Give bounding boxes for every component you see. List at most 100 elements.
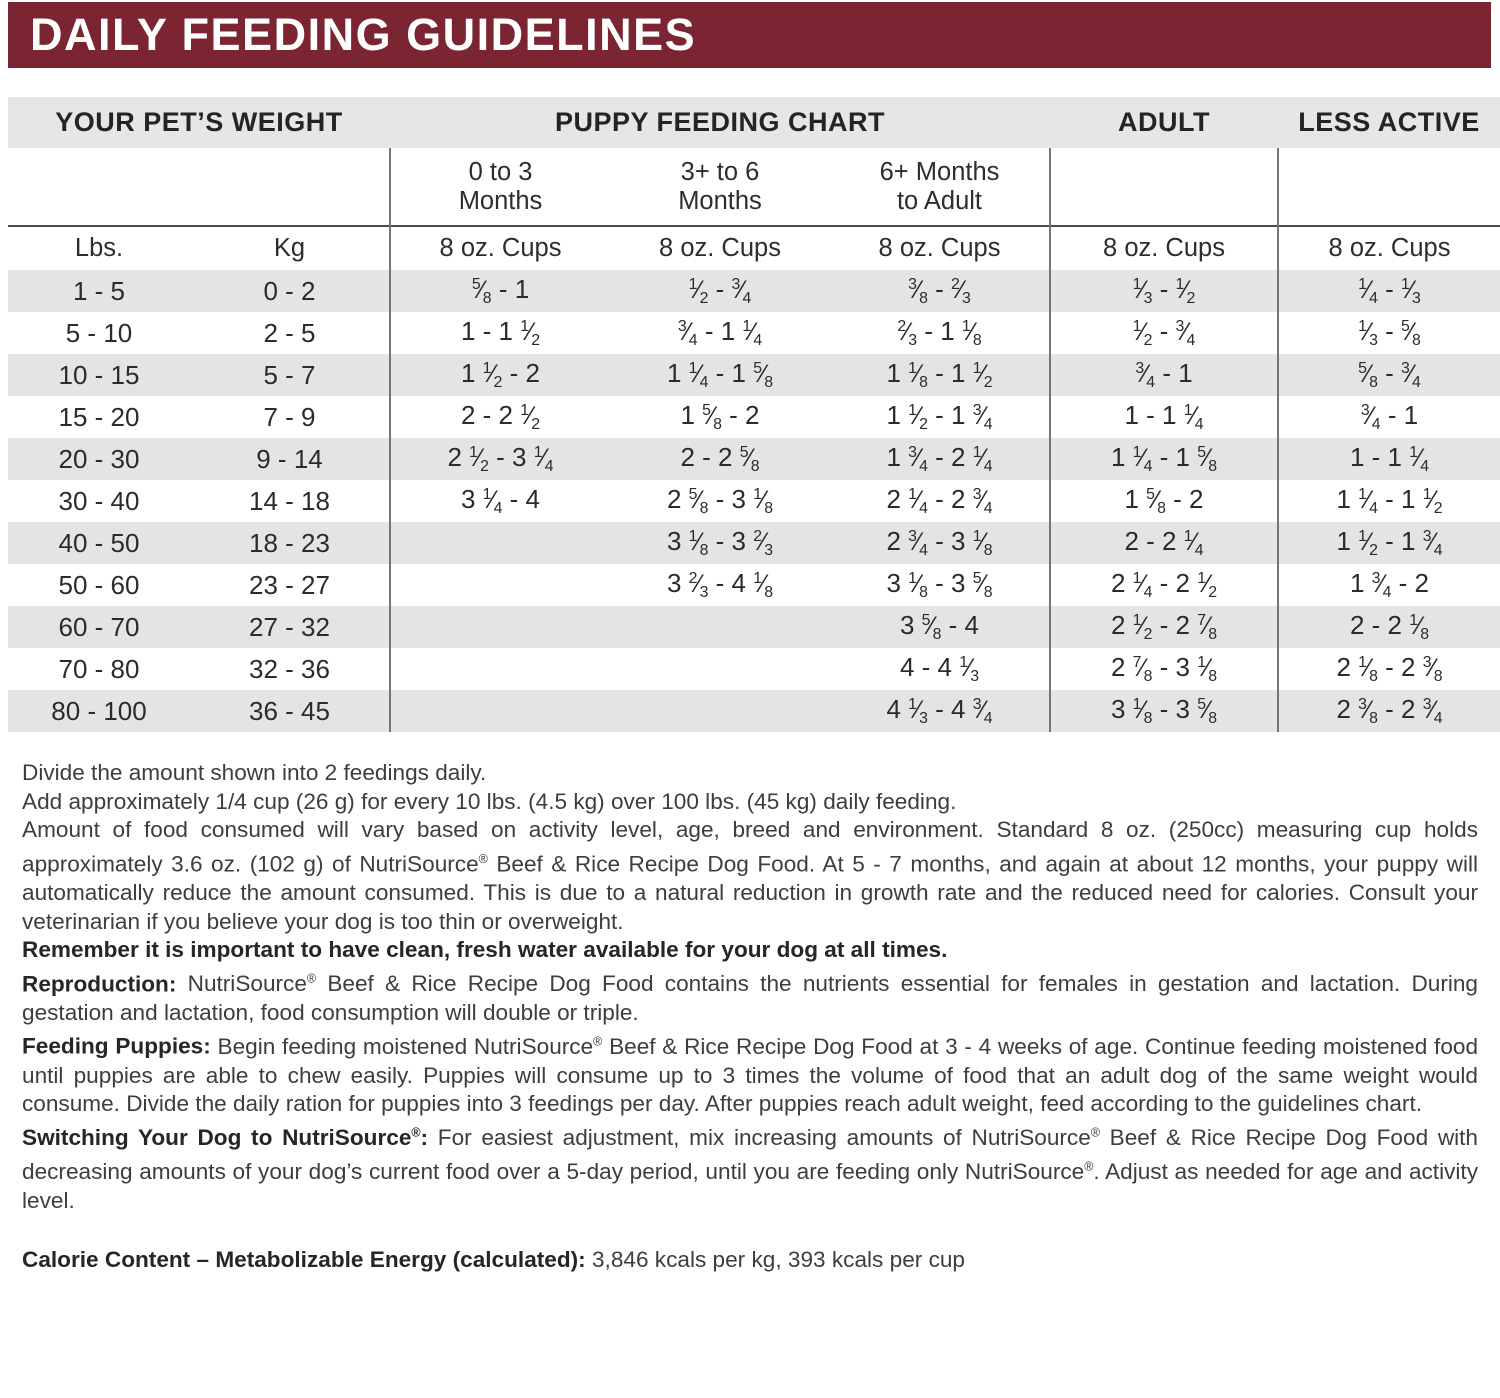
feeding-table-body: 1 - 5 0 - 2 5⁄8 - 1 1⁄2 - 3⁄4 3⁄8 - 2⁄3 1⁄3 -… bbox=[8, 270, 1500, 732]
cell-adult: 3⁄4 - 1 bbox=[1049, 354, 1278, 396]
section-reproduction-lead: Reproduction: bbox=[22, 971, 177, 997]
cell-puppy-3-6: 1 5⁄8 - 2 bbox=[680, 400, 760, 433]
cell-lbs: 5 - 10 bbox=[65, 317, 133, 348]
cell-adult: 1⁄2 - 3⁄4 bbox=[1049, 312, 1278, 354]
cell-lbs: 15 - 20 bbox=[58, 401, 140, 432]
cell-puppy-3-6: 3 2⁄3 - 4 1⁄8 bbox=[666, 568, 774, 601]
cell-kg: 7 - 9 bbox=[263, 401, 316, 432]
cell-less-active: 5⁄8 - 3⁄4 bbox=[1277, 354, 1500, 396]
daily-feeding-guidelines-banner: DAILY FEEDING GUIDELINES bbox=[8, 2, 1491, 68]
cell-less-active: 2 3⁄8 - 2 3⁄4 bbox=[1277, 690, 1500, 732]
group-header-weight: YOUR PET’S WEIGHT bbox=[8, 97, 390, 148]
cell-adult: 3 1⁄8 - 3 5⁄8 bbox=[1049, 690, 1278, 732]
cell-adult: 2 1⁄4 - 2 1⁄2 bbox=[1049, 564, 1278, 606]
table-row: 5 - 10 2 - 5 1 - 1 1⁄2 3⁄4 - 1 1⁄4 2⁄3 - 1 1… bbox=[8, 312, 1500, 354]
cell-less-active: 1⁄3 - 5⁄8 bbox=[1277, 312, 1500, 354]
cell-lbs: 20 - 30 bbox=[58, 443, 140, 474]
table-row: 1 - 5 0 - 2 5⁄8 - 1 1⁄2 - 3⁄4 3⁄8 - 2⁄3 1⁄3 -… bbox=[8, 270, 1500, 312]
cell-adult: 2 - 2 1⁄4 bbox=[1049, 522, 1278, 564]
group-header-puppy: PUPPY FEEDING CHART bbox=[390, 97, 1050, 148]
page-title: DAILY FEEDING GUIDELINES bbox=[30, 9, 697, 60]
note-add-cup: Add approximately 1/4 cup (26 g) for eve… bbox=[22, 788, 957, 814]
cell-adult: 1 - 1 1⁄4 bbox=[1049, 396, 1278, 438]
cell-kg: 5 - 7 bbox=[263, 359, 316, 390]
section-reproduction: Reproduction: NutriSource® Beef & Rice R… bbox=[22, 965, 1478, 1028]
cell-kg: 36 - 45 bbox=[249, 695, 330, 726]
cell-adult: 1 5⁄8 - 2 bbox=[1049, 480, 1278, 522]
cell-puppy-6-adult: 4 - 4 1⁄3 bbox=[899, 652, 980, 685]
section-calorie-body: 3,846 kcals per kg, 393 kcals per cup bbox=[591, 1246, 965, 1272]
unit-header-cups-3-6: 8 oz. Cups bbox=[610, 225, 830, 270]
section-calorie-content: Calorie Content – Metabolizable Energy (… bbox=[22, 1246, 1478, 1275]
section-switching-lead: Switching Your Dog to NutriSource®: bbox=[22, 1125, 429, 1151]
cell-puppy-3-6: 2 - 2 5⁄8 bbox=[680, 442, 760, 475]
table-row: 70 - 80 32 - 36 4 - 4 1⁄3 2 7⁄8 - 3 1⁄8 2 1⁄… bbox=[8, 648, 1500, 690]
section-feeding-puppies-body: Begin feeding moistened NutriSource® Bee… bbox=[22, 1033, 1479, 1117]
cell-less-active: 2 - 2 1⁄8 bbox=[1277, 606, 1500, 648]
group-header-adult: ADULT bbox=[1050, 97, 1278, 148]
table-row: 40 - 50 18 - 23 3 1⁄8 - 3 2⁄3 2 3⁄4 - 3 1⁄8… bbox=[8, 522, 1500, 564]
cell-puppy-0-3 bbox=[389, 648, 610, 690]
cell-kg: 0 - 2 bbox=[263, 275, 316, 306]
cell-less-active: 1 - 1 1⁄4 bbox=[1277, 438, 1500, 480]
cell-kg: 18 - 23 bbox=[249, 527, 330, 558]
cell-puppy-6-adult: 2 1⁄4 - 2 3⁄4 bbox=[886, 484, 993, 517]
feeding-table: YOUR PET’S WEIGHT PUPPY FEEDING CHART AD… bbox=[8, 97, 1500, 732]
table-age-header-row: 0 to 3 Months 3+ to 6 Months 6+ Months t… bbox=[8, 148, 1500, 226]
table-row: 60 - 70 27 - 32 3 5⁄8 - 4 2 1⁄2 - 2 7⁄8 2 - … bbox=[8, 606, 1500, 648]
cell-puppy-3-6: 1 1⁄4 - 1 5⁄8 bbox=[666, 358, 774, 391]
body-text: Divide the amount shown into 2 feedings … bbox=[22, 759, 1478, 1274]
section-calorie-lead: Calorie Content – Metabolizable Energy (… bbox=[22, 1246, 586, 1272]
cell-kg: 2 - 5 bbox=[263, 317, 316, 348]
cell-lbs: 1 - 5 bbox=[72, 275, 126, 306]
cell-puppy-0-3: 3 1⁄4 - 4 bbox=[389, 480, 610, 522]
table-row: 10 - 15 5 - 7 1 1⁄2 - 2 1 1⁄4 - 1 5⁄8 1 1⁄8 … bbox=[8, 354, 1500, 396]
cell-puppy-0-3: 5⁄8 - 1 bbox=[389, 270, 610, 312]
table-units-row: Lbs. Kg 8 oz. Cups 8 oz. Cups 8 oz. Cups… bbox=[8, 225, 1500, 270]
cell-puppy-6-adult: 1 1⁄8 - 1 1⁄2 bbox=[886, 358, 993, 391]
cell-puppy-0-3: 2 - 2 1⁄2 bbox=[389, 396, 610, 438]
section-feeding-puppies: Feeding Puppies: Begin feeding moistened… bbox=[22, 1027, 1478, 1118]
note-divide-feedings: Divide the amount shown into 2 feedings … bbox=[22, 760, 487, 785]
unit-header-lbs: Lbs. bbox=[8, 225, 190, 270]
cell-puppy-0-3 bbox=[389, 690, 610, 732]
section-switching-body: For easiest adjustment, mix increasing a… bbox=[22, 1125, 1479, 1213]
cell-puppy-3-6 bbox=[610, 690, 830, 732]
section-reproduction-body: NutriSource® Beef & Rice Recipe Dog Food… bbox=[22, 971, 1479, 1025]
age-header-adult-spacer bbox=[1049, 148, 1278, 226]
cell-puppy-0-3 bbox=[389, 564, 610, 606]
unit-header-kg: Kg bbox=[190, 225, 390, 270]
cell-adult: 1⁄3 - 1⁄2 bbox=[1049, 270, 1278, 312]
cell-less-active: 1 1⁄2 - 1 3⁄4 bbox=[1277, 522, 1500, 564]
note-fresh-water: Remember it is important to have clean, … bbox=[22, 937, 948, 963]
unit-header-cups-adult: 8 oz. Cups bbox=[1049, 225, 1278, 270]
cell-lbs: 40 - 50 bbox=[58, 527, 140, 558]
table-row: 20 - 30 9 - 14 2 1⁄2 - 3 1⁄4 2 - 2 5⁄8 1 3⁄4… bbox=[8, 438, 1500, 480]
section-switching: Switching Your Dog to NutriSource®: For … bbox=[22, 1119, 1478, 1216]
table-row: 15 - 20 7 - 9 2 - 2 1⁄2 1 5⁄8 - 2 1 1⁄2 - 1 … bbox=[8, 396, 1500, 438]
cell-puppy-6-adult: 3 1⁄8 - 3 5⁄8 bbox=[886, 568, 993, 601]
section-feeding-puppies-lead: Feeding Puppies: bbox=[22, 1033, 211, 1059]
cell-less-active: 1⁄4 - 1⁄3 bbox=[1277, 270, 1500, 312]
cell-kg: 23 - 27 bbox=[249, 569, 330, 600]
cell-puppy-3-6 bbox=[610, 648, 830, 690]
cell-puppy-6-adult: 1 3⁄4 - 2 1⁄4 bbox=[886, 442, 993, 475]
age-header-less-active-spacer bbox=[1277, 148, 1500, 226]
cell-puppy-6-adult: 2⁄3 - 1 1⁄8 bbox=[897, 316, 982, 349]
age-header-3-6-months: 3+ to 6 Months bbox=[678, 157, 762, 215]
cell-less-active: 1 3⁄4 - 2 bbox=[1277, 564, 1500, 606]
cell-puppy-6-adult: 3⁄8 - 2⁄3 bbox=[908, 274, 971, 307]
cell-lbs: 80 - 100 bbox=[51, 695, 147, 726]
cell-adult: 2 1⁄2 - 2 7⁄8 bbox=[1049, 606, 1278, 648]
cell-puppy-6-adult: 4 1⁄3 - 4 3⁄4 bbox=[886, 694, 993, 727]
unit-header-cups-less-active: 8 oz. Cups bbox=[1277, 225, 1500, 270]
cell-puppy-6-adult: 2 3⁄4 - 3 1⁄8 bbox=[886, 526, 993, 559]
cell-kg: 14 - 18 bbox=[249, 485, 330, 516]
cell-kg: 27 - 32 bbox=[249, 611, 330, 642]
unit-header-cups-0-3: 8 oz. Cups bbox=[389, 225, 610, 270]
cell-lbs: 70 - 80 bbox=[58, 653, 140, 684]
cell-puppy-6-adult: 1 1⁄2 - 1 3⁄4 bbox=[886, 400, 993, 433]
group-header-less-active: LESS ACTIVE bbox=[1278, 97, 1500, 148]
table-row: 30 - 40 14 - 18 3 1⁄4 - 4 2 5⁄8 - 3 1⁄8 2 1⁄… bbox=[8, 480, 1500, 522]
